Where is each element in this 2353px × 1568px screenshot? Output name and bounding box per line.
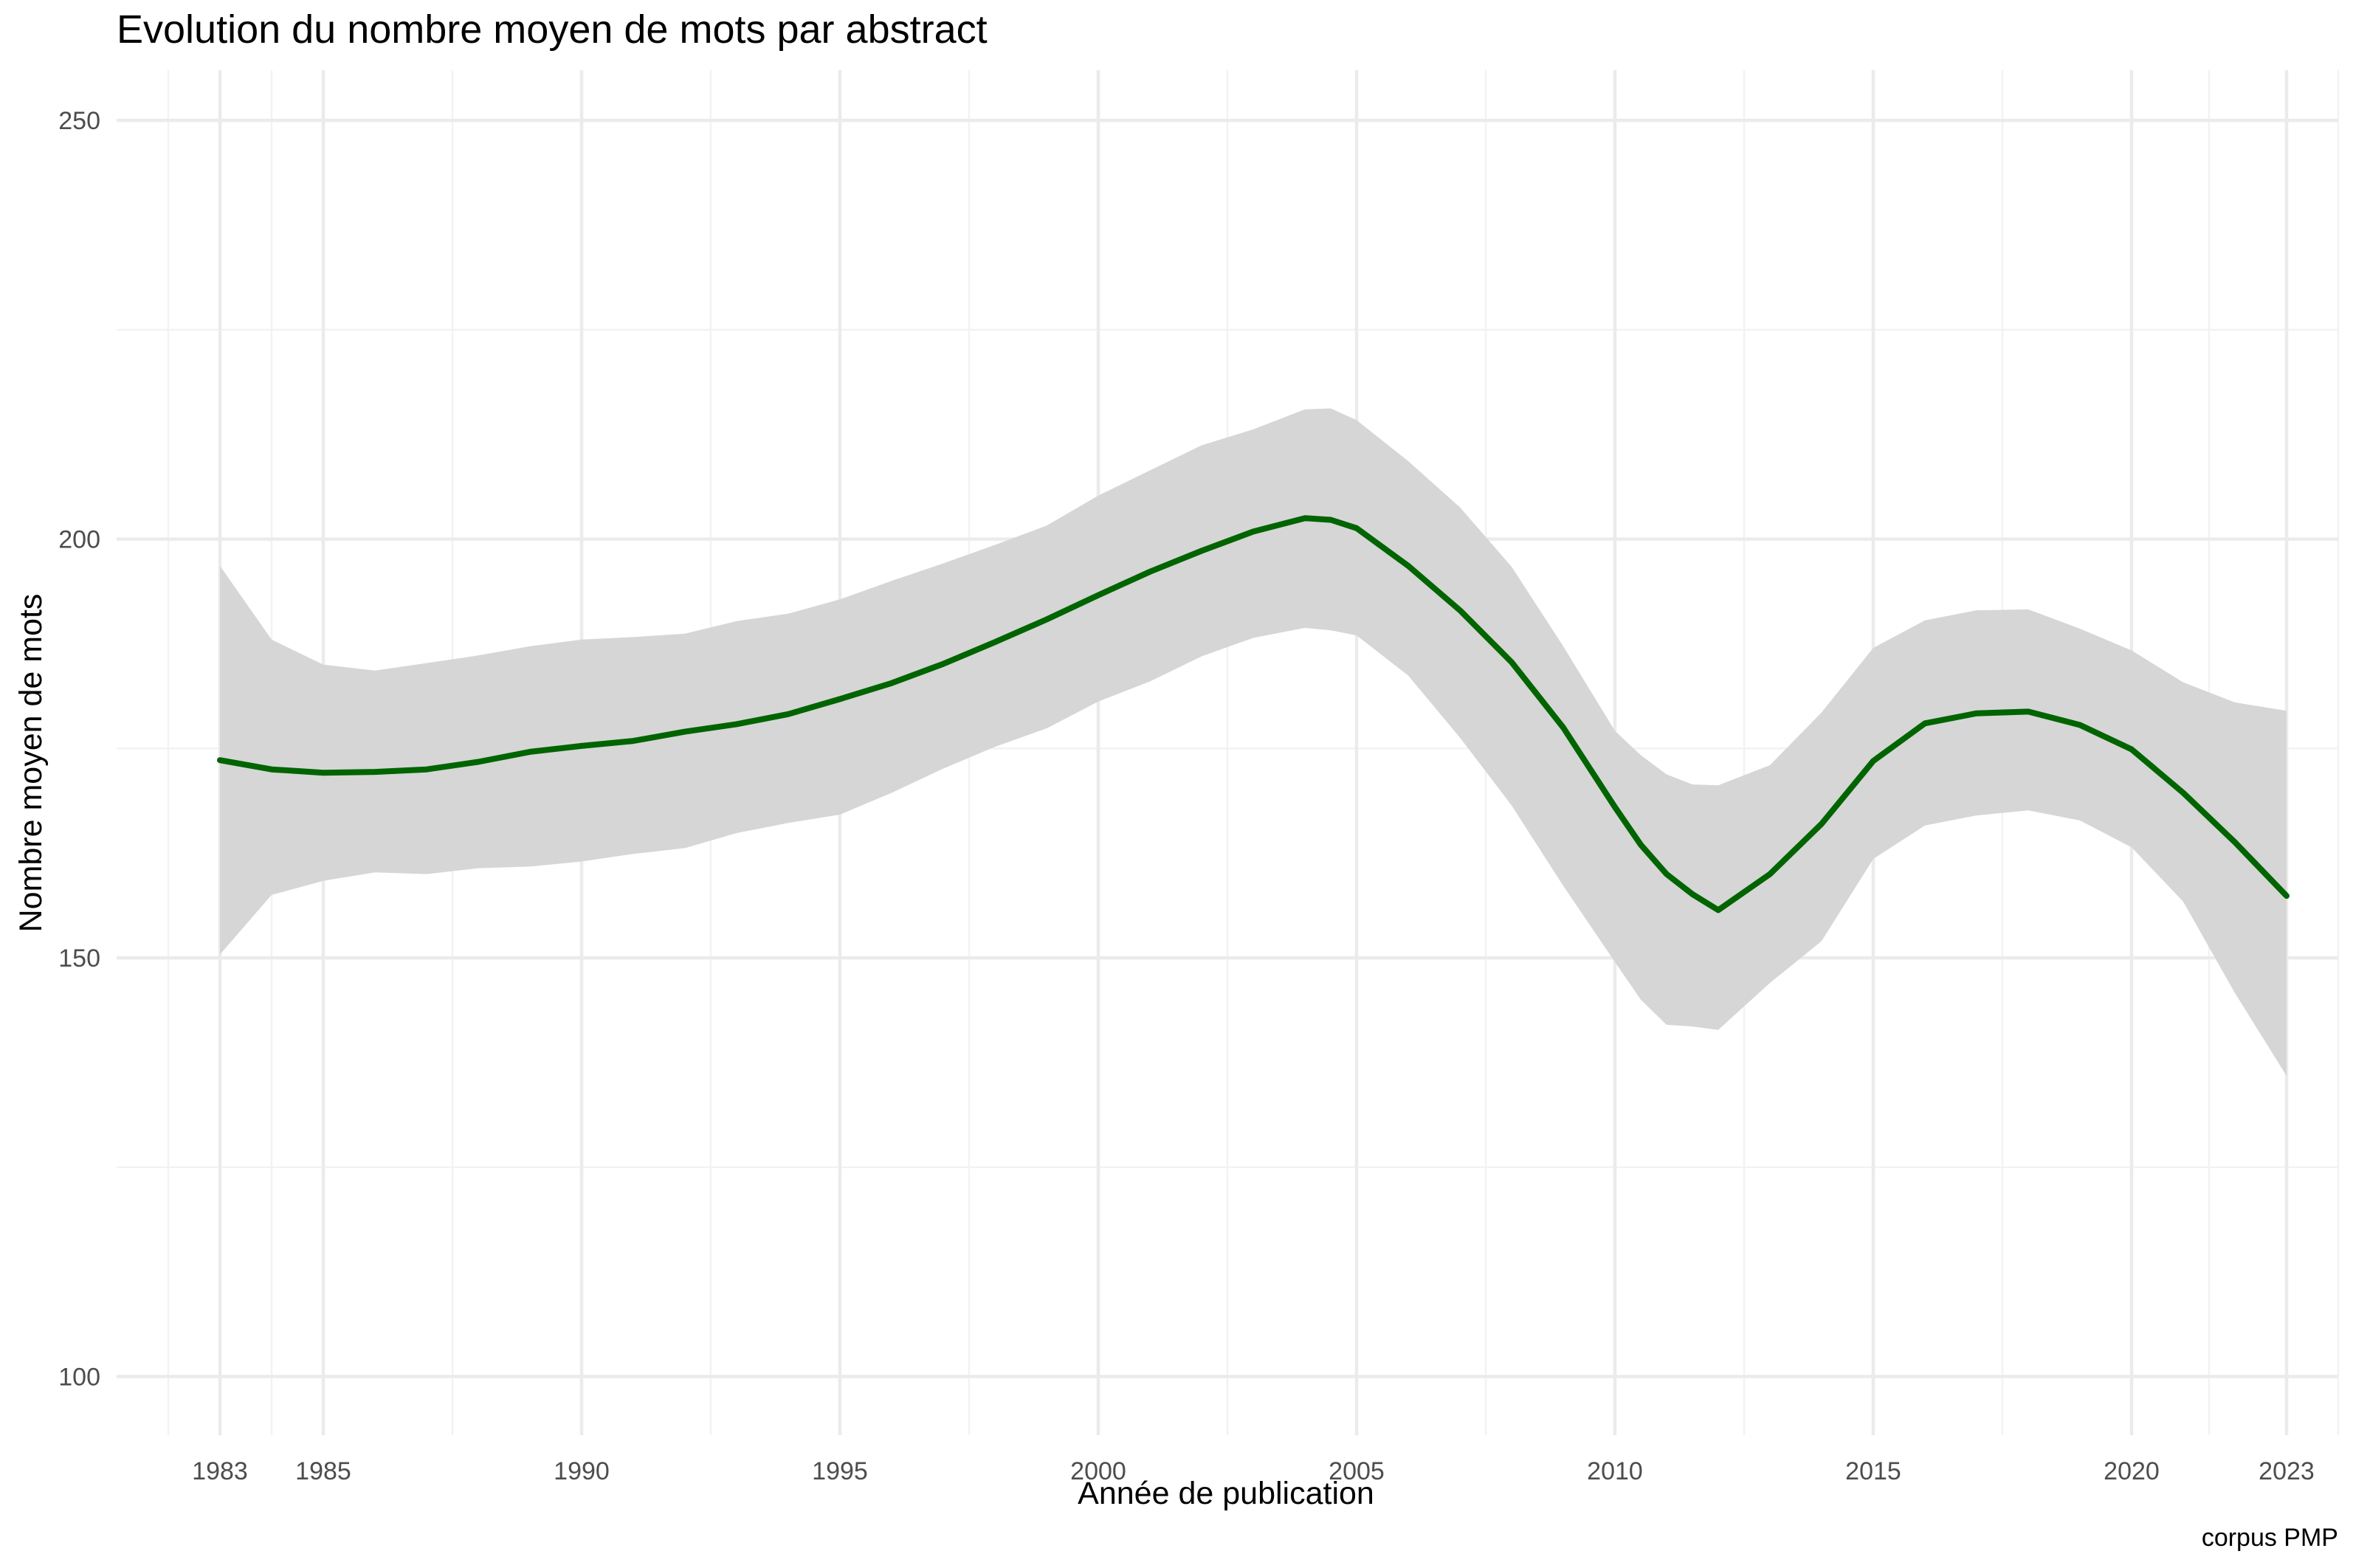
x-tick-label: 2010: [1587, 1457, 1643, 1485]
confidence-ribbon: [220, 408, 2287, 1077]
chart-caption: corpus PMP: [2202, 1524, 2338, 1552]
chart-title: Evolution du nombre moyen de mots par ab…: [117, 7, 988, 52]
y-tick-label: 250: [58, 107, 100, 135]
y-tick-label: 200: [58, 526, 100, 554]
y-tick-label: 100: [58, 1364, 100, 1392]
x-tick-label: 1995: [812, 1457, 868, 1485]
x-tick-label: 2000: [1070, 1457, 1126, 1485]
x-tick-label: 2020: [2104, 1457, 2160, 1485]
x-tick-label: 2015: [1845, 1457, 1901, 1485]
y-axis-title: Nombre moyen de mots: [13, 594, 49, 933]
x-tick-label: 1985: [295, 1457, 351, 1485]
trend-line: [217, 515, 2290, 913]
y-tick-label: 150: [58, 944, 100, 973]
x-tick-label: 1990: [554, 1457, 610, 1485]
x-tick-label: 2005: [1329, 1457, 1385, 1485]
tick-labels: 100 150 200 250 1983 1985 1990 1995 2000 2005 2010…: [58, 107, 2315, 1485]
x-tick-label: 2023: [2259, 1457, 2315, 1485]
x-tick-label: 1983: [192, 1457, 248, 1485]
x-axis-title: Année de publication: [1078, 1476, 1374, 1511]
